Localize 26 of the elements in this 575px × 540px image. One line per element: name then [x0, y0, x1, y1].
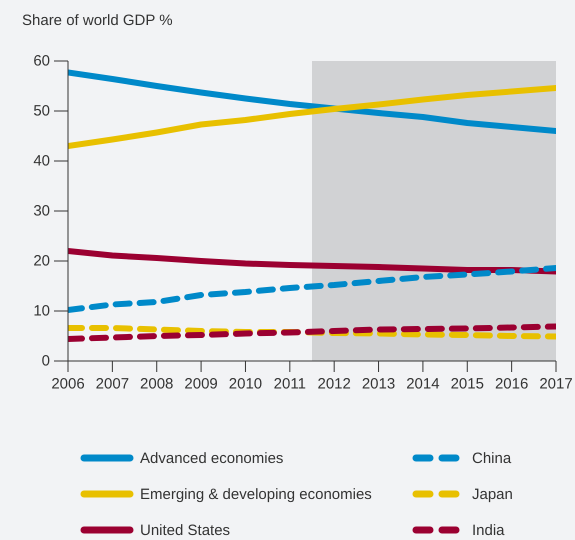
y-tick-label: 20 [33, 252, 50, 270]
x-tick-label: 2010 [228, 376, 262, 392]
legend-label: Japan [472, 486, 513, 502]
legend-label: China [472, 450, 512, 466]
x-tick-label: 2006 [51, 376, 85, 392]
legend-label: Advanced economies [140, 450, 284, 466]
x-tick-label: 2016 [494, 376, 528, 392]
legend-label: United States [140, 522, 230, 538]
y-tick-label: 50 [33, 102, 50, 120]
y-tick-label: 30 [33, 202, 50, 220]
x-tick-label: 2015 [450, 376, 484, 392]
y-tick-label: 10 [33, 302, 50, 320]
x-tick-label: 2011 [274, 376, 306, 392]
y-tick-label: 60 [33, 52, 50, 70]
x-tick-label: 2009 [184, 376, 218, 392]
legend-label: India [472, 522, 505, 538]
x-tick-label: 2012 [317, 376, 351, 392]
y-tick-label: 0 [42, 352, 50, 370]
x-tick-label: 2007 [96, 376, 130, 392]
x-tick-label: 2017 [539, 376, 573, 392]
x-tick-label: 2013 [362, 376, 396, 392]
y-axis-title: Share of world GDP % [22, 12, 173, 29]
x-tick-label: 2008 [140, 376, 174, 392]
y-tick-label: 40 [33, 152, 50, 170]
legend-label: Emerging & developing economies [140, 486, 372, 502]
x-tick-label: 2014 [406, 376, 440, 392]
